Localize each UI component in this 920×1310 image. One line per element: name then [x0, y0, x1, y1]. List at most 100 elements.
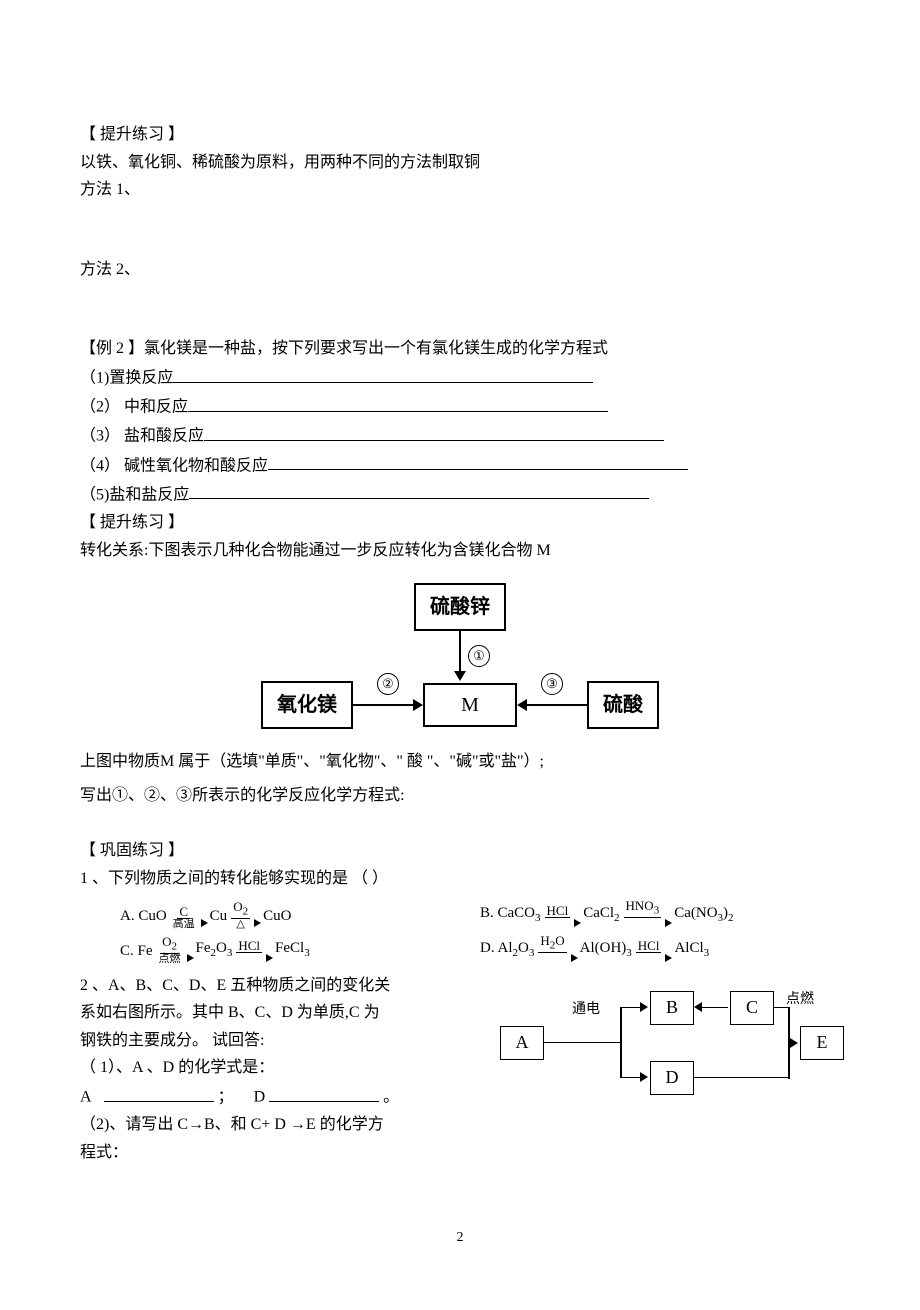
spacer: [80, 816, 840, 836]
option-a: A. CuO C高温 Cu O2△ CuO: [120, 897, 480, 928]
option-b: B. CaCO3 HCl CaCl2 HNO3 Ca(NO3)2: [480, 897, 840, 928]
fill-blank[interactable]: [188, 393, 608, 412]
frac-bot: [554, 918, 561, 930]
spacer: [80, 284, 840, 334]
q2-label-d: D: [254, 1089, 266, 1106]
d2-label-ignite: 点燃: [786, 989, 814, 1011]
q2-line1: 2 、A、B、C、D、E 五种物质之间的变化关: [80, 973, 480, 999]
opt-a-end: CuO: [263, 904, 291, 928]
example2-title: 【例 2 】氯化镁是一种盐，按下列要求写出一个有氯化镁生成的化学方程式: [80, 336, 840, 362]
fill-blank[interactable]: [269, 1083, 379, 1102]
diagram1-question-b: 写出①、②、③所表示的化学反应化学方程式:: [80, 783, 840, 809]
rise-question: 以铁、氧化铜、稀硫酸为原料，用两种不同的方法制取铜: [80, 150, 840, 176]
d2-box-d: D: [650, 1061, 694, 1095]
d2-box-a: A: [500, 1026, 544, 1060]
frac-bot: [246, 953, 253, 965]
ex2-item-3-label: （3） 盐和酸反应: [80, 428, 204, 445]
opt-b-pre: B. CaCO3: [480, 901, 541, 928]
section-heading-consolidate: 【 巩固练习 】: [80, 838, 840, 864]
opt-d-pre: D. Al2O3: [480, 936, 534, 963]
ex2-item-5-label: （5)盐和盐反应: [80, 486, 189, 503]
opt-a-mid: Cu: [210, 904, 228, 928]
diagram-abcde: A B C D E 通电 点燃: [500, 971, 840, 1111]
section-heading-rise2: 【 提升练习 】: [80, 510, 840, 536]
option-d: D. Al2O3 H2O Al(OH)3 HCl AlCl3: [480, 932, 840, 963]
arrow-right-icon: [187, 954, 194, 962]
diagram1-box-right: 硫酸: [587, 681, 659, 729]
q2-fill-line: A ； D 。: [80, 1083, 480, 1110]
frac-top: HNO3: [624, 899, 662, 918]
option-c: C. Fe O2点燃 Fe2O3 HCl FeCl3: [120, 932, 480, 963]
fill-blank[interactable]: [173, 364, 593, 383]
q2-text-block: 2 、A、B、C、D、E 五种物质之间的变化关 系如右图所示。其中 B、C、D …: [80, 971, 480, 1168]
frac-top: C: [177, 905, 190, 919]
diagram1-question-a: 上图中物质M 属于（选填"单质"、"氧化物"、" 酸 "、"碱"或"盐"）;: [80, 749, 840, 775]
circled-3: ③: [176, 787, 192, 804]
opt-b-mid: CaCl2: [583, 901, 619, 928]
ex2-item-3: （3） 盐和酸反应: [80, 422, 840, 449]
d2-box-b: B: [650, 991, 694, 1025]
ex2-item-2-label: （2） 中和反应: [80, 399, 188, 416]
arrow-right-icon: [665, 919, 672, 927]
frac-top: HCl: [636, 939, 662, 953]
rise2-question: 转化关系:下图表示几种化合物能通过一步反应转化为含镁化合物 M: [80, 538, 840, 564]
ex2-item-4: （4） 碱性氧化物和酸反应: [80, 452, 840, 479]
q2-part2a: （2)、请写出 C→B、和 C+ D →E 的化学方: [80, 1112, 480, 1138]
ex2-item-2: （2） 中和反应: [80, 393, 840, 420]
circle-label-2: ②: [377, 673, 399, 695]
ex2-item-1-label: （1)置换反应: [80, 370, 173, 387]
frac-bot: 高温: [171, 919, 197, 930]
circle-label-1: ①: [468, 645, 490, 667]
opt-d-mid: Al(OH)3: [580, 936, 632, 963]
d2-label-electrolysis: 通电: [572, 999, 600, 1021]
method2-label: 方法 2、: [80, 257, 840, 283]
diagram1-box-top: 硫酸锌: [414, 583, 506, 631]
frac-top: O2: [231, 900, 250, 919]
frac-bot: 点燃: [157, 954, 183, 965]
fill-blank[interactable]: [268, 452, 688, 471]
arrow-right-icon: [571, 954, 578, 962]
ex2-item-4-label: （4） 碱性氧化物和酸反应: [80, 457, 268, 474]
opt-d-end: AlCl3: [674, 936, 709, 963]
fill-blank[interactable]: [204, 422, 664, 441]
frac-top: H2O: [538, 934, 566, 953]
arrow-left-icon: ③: [517, 699, 587, 711]
spacer: [80, 205, 840, 255]
q1-stem: 1 、下列物质之间的转化能够实现的是 （ ）: [80, 866, 840, 892]
opt-c-end: FeCl3: [275, 936, 310, 963]
opt-b-end: Ca(NO3)2: [674, 901, 733, 928]
semicolon: ；: [218, 1089, 234, 1106]
arrow-right-icon: [574, 919, 581, 927]
page-number: 2: [80, 1227, 840, 1249]
frac-top: HCl: [236, 939, 262, 953]
circle-label-3: ③: [541, 673, 563, 695]
ex2-item-5: （5)盐和盐反应: [80, 481, 840, 508]
frac-top: HCl: [545, 904, 571, 918]
arrow-right-icon: [665, 954, 672, 962]
diagram1-box-left: 氧化镁: [261, 681, 353, 729]
arrow-down-icon: ①: [454, 631, 466, 681]
arrow-right-icon: [254, 919, 261, 927]
arrow-right-icon: [266, 954, 273, 962]
q2-label-a: A: [80, 1089, 92, 1106]
frac-bot: △: [234, 919, 246, 930]
opt-c-mid: Fe2O3: [196, 936, 233, 963]
q2-line3: 钢铁的主要成分。 试回答:: [80, 1028, 480, 1054]
fill-blank[interactable]: [189, 481, 649, 500]
fill-blank[interactable]: [104, 1083, 214, 1102]
q2-part1: （ 1）、A 、D 的化学式是：: [80, 1055, 480, 1081]
arrow-right-icon: [201, 919, 208, 927]
frac-bot: [639, 918, 646, 930]
frac-bot: [645, 953, 652, 965]
period: 。: [383, 1089, 399, 1106]
method1-label: 方法 1、: [80, 177, 840, 203]
circled-2: ②: [144, 787, 160, 804]
opt-c-pre: C. Fe: [120, 939, 153, 963]
q2-line2: 系如右图所示。其中 B、C、D 为单质,C 为: [80, 1000, 480, 1026]
frac-bot: [549, 953, 556, 965]
d2-box-c: C: [730, 991, 774, 1025]
section-heading-rise: 【 提升练习 】: [80, 122, 840, 148]
q1-options: A. CuO C高温 Cu O2△ CuO B. CaCO3 HCl CaCl2…: [120, 897, 840, 962]
diagram1-box-center: M: [423, 683, 517, 727]
d2-box-e: E: [800, 1026, 844, 1060]
